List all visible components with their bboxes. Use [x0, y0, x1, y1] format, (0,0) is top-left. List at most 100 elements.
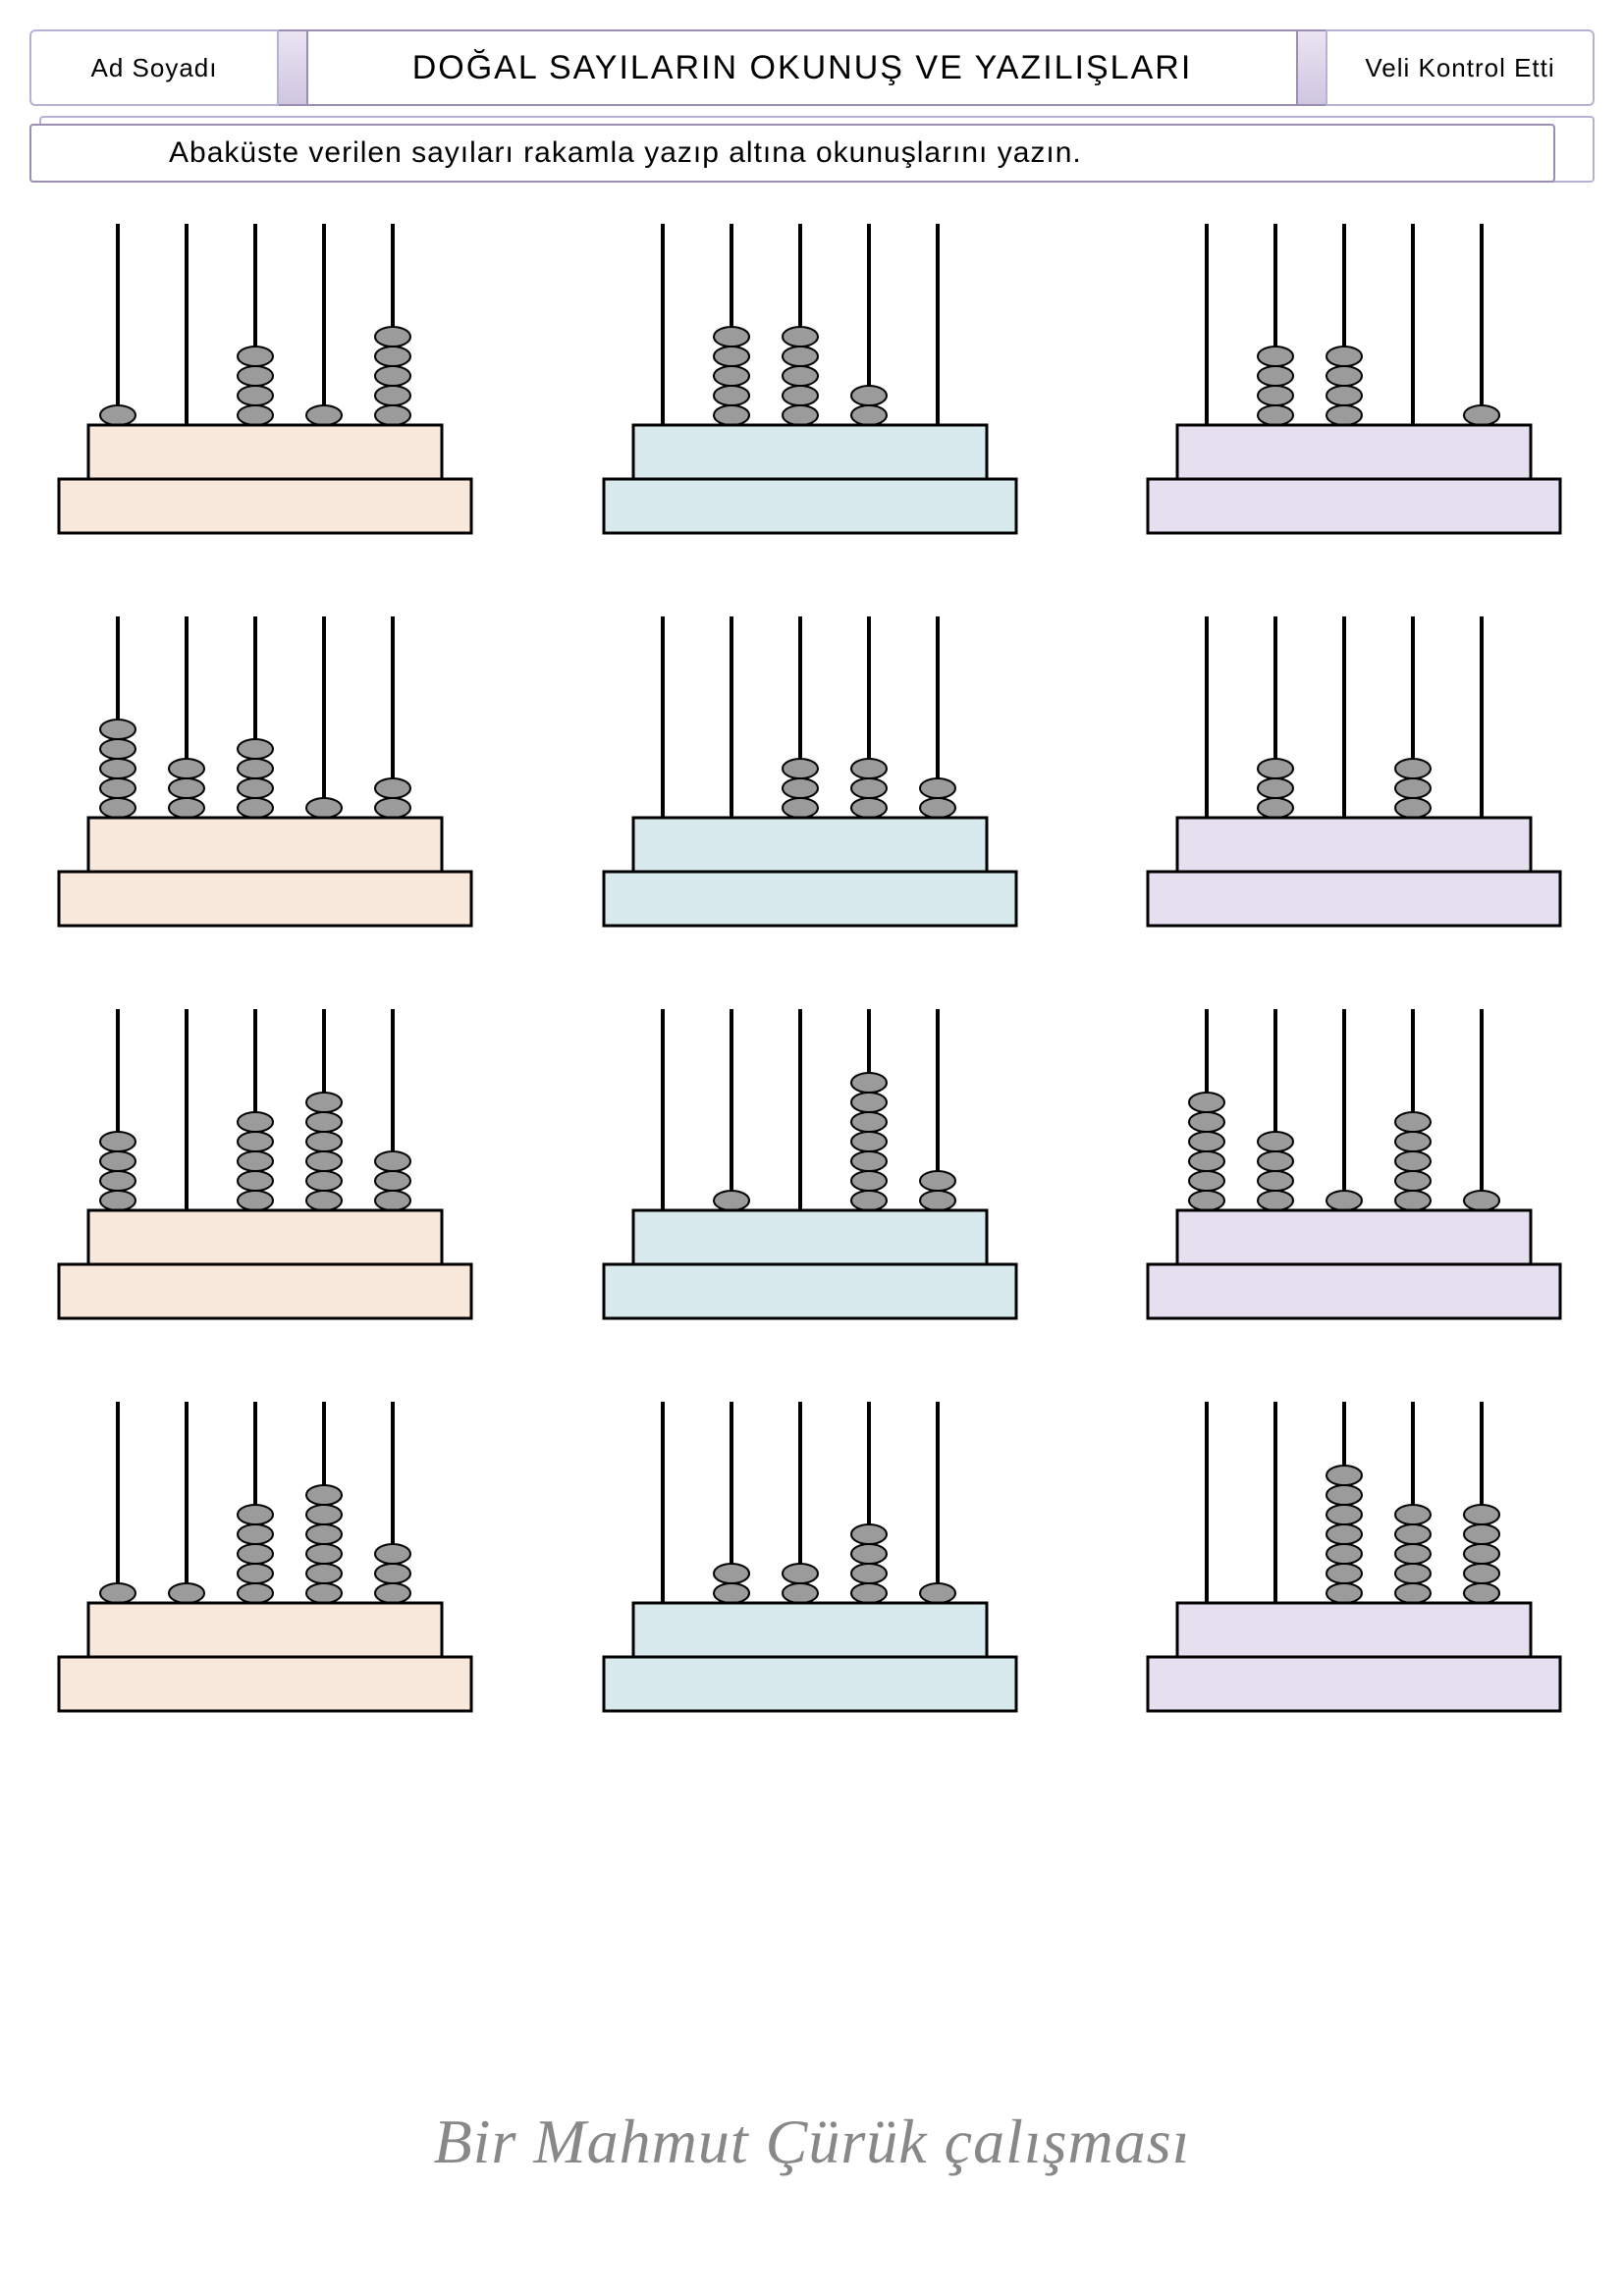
abacus-bead: [238, 1132, 273, 1151]
abacus-bead: [851, 1544, 887, 1564]
abacus-bead: [851, 1132, 887, 1151]
abacus-number-box[interactable]: [88, 818, 442, 872]
abacus: [1138, 999, 1570, 1323]
abacus-bead: [100, 1132, 135, 1151]
abacus-bead: [783, 327, 818, 347]
abacus-bead: [306, 798, 342, 818]
abacus-bead: [1258, 1132, 1293, 1151]
abacus-bead: [375, 366, 410, 386]
abacus-bead: [851, 386, 887, 405]
abacus-number-box[interactable]: [633, 425, 987, 479]
abacus-bead: [1189, 1093, 1224, 1112]
abacus-reading-box[interactable]: [59, 1657, 471, 1711]
abacus-bead: [306, 1191, 342, 1210]
name-field[interactable]: Ad Soyadı: [29, 29, 279, 106]
abacus: [594, 999, 1026, 1323]
abacus-bead: [238, 1505, 273, 1524]
abacus-reading-box[interactable]: [604, 1657, 1016, 1711]
abacus-bead: [238, 1544, 273, 1564]
abacus-bead: [1395, 1191, 1431, 1210]
instruction-text: Abaküste verilen sayıları rakamla yazıp …: [169, 136, 1082, 170]
abacus-reading-box[interactable]: [59, 479, 471, 533]
abacus-bead: [375, 347, 410, 366]
abacus-reading-box[interactable]: [604, 872, 1016, 926]
abacus-reading-box[interactable]: [1148, 479, 1560, 533]
abacus-reading-box[interactable]: [604, 479, 1016, 533]
abacus-bead: [714, 1564, 749, 1583]
abacus-reading-box[interactable]: [59, 872, 471, 926]
abacus-bead: [375, 1171, 410, 1191]
abacus-bead: [375, 1544, 410, 1564]
abacus-reading-box[interactable]: [59, 1264, 471, 1318]
abacus-bead: [1464, 1505, 1499, 1524]
abacus-bead: [375, 1151, 410, 1171]
abacus-bead: [851, 1191, 887, 1210]
abacus-reading-box[interactable]: [1148, 872, 1560, 926]
abacus-bead: [1258, 366, 1293, 386]
abacus-bead: [1326, 347, 1362, 366]
abacus-bead: [1326, 405, 1362, 425]
abacus-bead: [1258, 386, 1293, 405]
title-text: DOĞAL SAYILARIN OKUNUŞ VE YAZILIŞLARI: [412, 49, 1193, 87]
abacus-number-box[interactable]: [88, 1210, 442, 1264]
abacus-bead: [100, 739, 135, 759]
abacus-cell: [1138, 1392, 1570, 1716]
abacus-bead: [714, 327, 749, 347]
abacus-bead: [100, 405, 135, 425]
header: Ad Soyadı DOĞAL SAYILARIN OKUNUŞ VE YAZI…: [29, 29, 1595, 106]
abacus-number-box[interactable]: [88, 1603, 442, 1657]
page-title: DOĞAL SAYILARIN OKUNUŞ VE YAZILIŞLARI: [306, 29, 1298, 106]
abacus-number-box[interactable]: [88, 425, 442, 479]
abacus: [49, 1392, 481, 1716]
abacus-bead: [1189, 1132, 1224, 1151]
abacus-bead: [238, 347, 273, 366]
abacus-bead: [851, 798, 887, 818]
abacus-bead: [306, 1583, 342, 1603]
abacus-bead: [1395, 778, 1431, 798]
abacus-number-box[interactable]: [633, 1603, 987, 1657]
parent-sign-field[interactable]: Veli Kontrol Etti: [1326, 29, 1595, 106]
abacus-number-box[interactable]: [1177, 1210, 1531, 1264]
abacus-reading-box[interactable]: [1148, 1264, 1560, 1318]
abacus-bead: [851, 1112, 887, 1132]
abacus-bead: [306, 1171, 342, 1191]
abacus-bead: [238, 1191, 273, 1210]
abacus-bead: [169, 1583, 204, 1603]
abacus-bead: [375, 327, 410, 347]
abacus-reading-box[interactable]: [604, 1264, 1016, 1318]
abacus-bead: [1189, 1171, 1224, 1191]
abacus-bead: [1258, 778, 1293, 798]
abacus-bead: [1258, 1191, 1293, 1210]
abacus-bead: [1258, 759, 1293, 778]
abacus-bead: [851, 405, 887, 425]
abacus-bead: [375, 798, 410, 818]
abacus-bead: [375, 1564, 410, 1583]
abacus-number-box[interactable]: [633, 818, 987, 872]
abacus-cell: [1138, 999, 1570, 1323]
abacus-bead: [238, 405, 273, 425]
abacus-bead: [783, 1583, 818, 1603]
abacus-bead: [306, 1524, 342, 1544]
abacus-bead: [1395, 798, 1431, 818]
abacus-number-box[interactable]: [1177, 425, 1531, 479]
abacus-bead: [783, 778, 818, 798]
abacus-bead: [1395, 1544, 1431, 1564]
abacus-bead: [375, 778, 410, 798]
abacus-bead: [1464, 1524, 1499, 1544]
abacus-number-box[interactable]: [633, 1210, 987, 1264]
abacus-cell: [594, 1392, 1026, 1716]
abacus: [49, 607, 481, 931]
abacus-bead: [100, 778, 135, 798]
abacus: [49, 214, 481, 538]
abacus-bead: [375, 386, 410, 405]
abacus-number-box[interactable]: [1177, 818, 1531, 872]
abacus: [1138, 1392, 1570, 1716]
abacus: [49, 999, 481, 1323]
abacus-reading-box[interactable]: [1148, 1657, 1560, 1711]
abacus-bead: [1395, 1151, 1431, 1171]
abacus-number-box[interactable]: [1177, 1603, 1531, 1657]
abacus-bead: [169, 778, 204, 798]
abacus-cell: [49, 214, 481, 538]
abacus-bead: [920, 1171, 955, 1191]
abacus-bead: [1326, 1564, 1362, 1583]
